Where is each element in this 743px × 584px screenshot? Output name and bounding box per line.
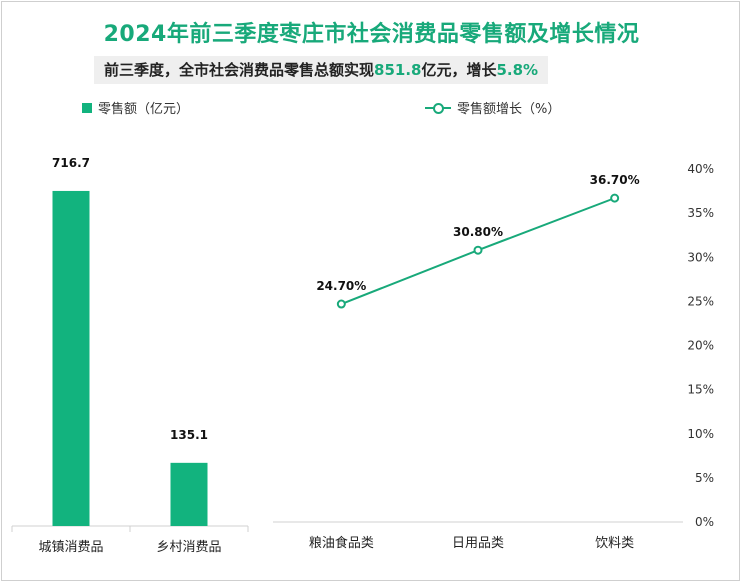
y-tick-label-6: 30%	[687, 250, 714, 264]
bar-value-label-1: 716.7	[52, 156, 90, 170]
growth-value-label-1: 24.70%	[316, 279, 366, 293]
summary-amount: 851.8	[374, 61, 422, 79]
y-tick-label-4: 20%	[687, 339, 714, 353]
growth-point-3	[610, 193, 620, 203]
summary-banner: 前三季度，全市社会消费品零售总额实现851.8亿元，增长5.8%	[94, 56, 549, 84]
growth-value-label-2: 30.80%	[453, 225, 503, 239]
y-tick-label-8: 40%	[687, 162, 714, 176]
legend-line-series: 零售额增长（%）	[425, 98, 560, 117]
y-tick-label-3: 15%	[687, 383, 714, 397]
legend-line-swatch	[425, 102, 451, 114]
bar-1	[52, 190, 90, 526]
y-tick-label-0: 0%	[695, 515, 714, 529]
y-tick-label-7: 35%	[687, 206, 714, 220]
summary-mid: 亿元，增长	[421, 61, 497, 79]
line-category-label-2: 日用品类	[452, 536, 504, 551]
summary-growth: 5.8%	[496, 61, 539, 79]
bar-2	[170, 462, 208, 526]
growth-point-2	[473, 245, 483, 255]
growth-value-label-3: 36.70%	[590, 173, 640, 187]
legend-bar-label: 零售额（亿元）	[98, 102, 190, 117]
bar-category-label-1: 城镇消费品	[38, 540, 103, 555]
y-tick-label-1: 5%	[695, 471, 714, 485]
bar-value-label-2: 135.1	[170, 428, 208, 442]
growth-point-1	[336, 299, 346, 309]
line-category-label-1: 粮油食品类	[309, 535, 374, 551]
legend-line-label: 零售额增长（%）	[457, 102, 561, 117]
y-tick-label-2: 10%	[687, 427, 714, 441]
legend-bar-series: 零售额（亿元）	[82, 98, 189, 117]
chart-title: 2024年前三季度枣庄市社会消费品零售额及增长情况	[103, 22, 640, 47]
summary-prefix: 前三季度，全市社会消费品零售总额实现	[104, 61, 375, 79]
legend-bar-swatch	[82, 102, 92, 113]
bar-category-label-2: 乡村消费品	[156, 540, 221, 555]
line-category-label-3: 饮料类	[595, 536, 634, 551]
y-tick-label-5: 25%	[687, 294, 714, 308]
